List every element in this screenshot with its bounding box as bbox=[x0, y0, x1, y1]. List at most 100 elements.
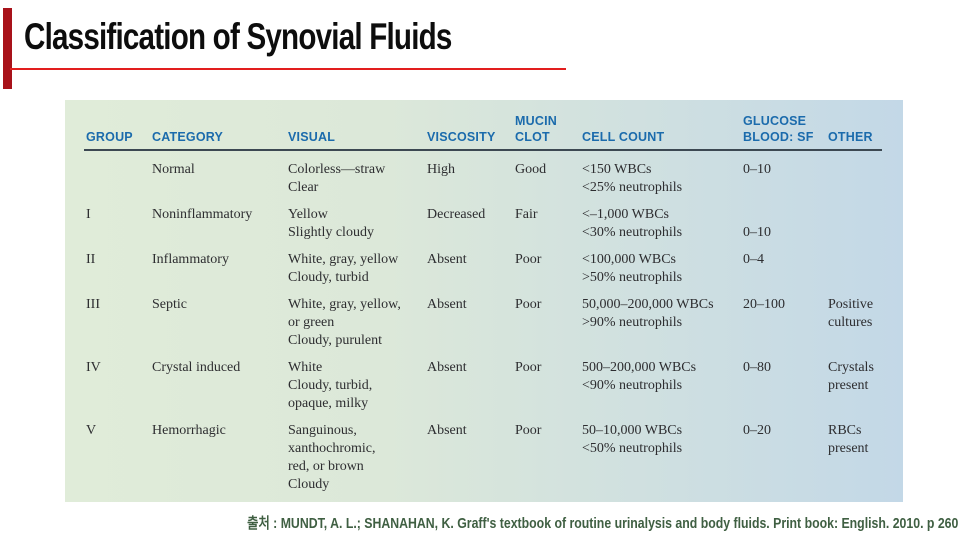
cell-glucose-blood-sf: 0–4 bbox=[743, 251, 828, 287]
accent-bar bbox=[3, 8, 12, 89]
cell-category: Crystal induced bbox=[152, 359, 288, 413]
cell-line: GLUCOSE bbox=[743, 114, 807, 128]
table-row: V Hemorrhagic Sanguinous, xanthochromic, red… bbox=[86, 422, 882, 494]
cell-line: Cloudy, turbid bbox=[288, 270, 369, 285]
title-underline bbox=[10, 68, 566, 70]
cell-line: <25% neutrophils bbox=[582, 180, 683, 195]
cell-group: IV bbox=[86, 359, 152, 413]
cell-mucin-clot: Good bbox=[515, 161, 582, 197]
cell-line: 20–100 bbox=[743, 297, 785, 312]
cell-viscosity: Absent bbox=[427, 359, 515, 413]
cell-line: Noninflammatory bbox=[152, 207, 253, 222]
cell-other: Positive cultures bbox=[828, 296, 882, 350]
cell-line: Septic bbox=[152, 297, 187, 312]
cell-line: >50% neutrophils bbox=[582, 270, 683, 285]
cell-line: Crystal induced bbox=[152, 360, 241, 375]
cell-category: Normal bbox=[152, 161, 288, 197]
cell-line: Good bbox=[515, 162, 547, 177]
table-row: IV Crystal induced White Cloudy, turbid, opa… bbox=[86, 359, 882, 413]
cell-line: <–1,000 WBCs bbox=[582, 207, 669, 222]
cell-category: Hemorrhagic bbox=[152, 422, 288, 494]
citation: 출처 : MUNDT, A. L.; SHANAHAN, K. Graff's … bbox=[246, 515, 958, 532]
cell-line: Absent bbox=[427, 423, 467, 438]
cell-line: 50–10,000 WBCs bbox=[582, 423, 683, 438]
cell-other bbox=[828, 206, 882, 242]
cell-glucose-blood-sf: 0–10 bbox=[743, 206, 828, 242]
cell-line: IV bbox=[86, 360, 101, 375]
cell-cell-count: 50–10,000 WBCs <50% neutrophils bbox=[582, 422, 743, 494]
cell-line: Colorless—straw bbox=[288, 162, 386, 177]
cell-line: 0–80 bbox=[743, 360, 771, 375]
header-cell-category: CATEGORY bbox=[152, 129, 288, 145]
cell-line: <50% neutrophils bbox=[582, 441, 683, 456]
cell-other: RBCs present bbox=[828, 422, 882, 494]
cell-cell-count: 50,000–200,000 WBCs >90% neutrophils bbox=[582, 296, 743, 350]
cell-line: II bbox=[86, 252, 96, 267]
cell-category: Septic bbox=[152, 296, 288, 350]
cell-visual: White, gray, yellow, or green Cloudy, puru… bbox=[288, 296, 427, 350]
cell-line: White, gray, yellow, bbox=[288, 297, 401, 312]
cell-line: MUCIN bbox=[515, 114, 557, 128]
cell-line: Positive bbox=[828, 297, 874, 312]
table-row: II Inflammatory White, gray, yellow Cloudy,… bbox=[86, 251, 882, 287]
cell-viscosity: Absent bbox=[427, 422, 515, 494]
cell-viscosity: Decreased bbox=[427, 206, 515, 242]
header-cell-mucin-clot: MUCIN CLOT bbox=[515, 113, 582, 145]
cell-line bbox=[86, 161, 152, 179]
cell-line: Decreased bbox=[427, 207, 486, 222]
table-row: III Septic White, gray, yellow, or green Clo… bbox=[86, 296, 882, 350]
cell-line: Normal bbox=[152, 162, 195, 177]
cell-visual: White, gray, yellow Cloudy, turbid bbox=[288, 251, 427, 287]
cell-mucin-clot: Poor bbox=[515, 251, 582, 287]
cell-line: Yellow bbox=[288, 207, 328, 222]
cell-line: 50,000–200,000 WBCs bbox=[582, 297, 714, 312]
cell-category: Inflammatory bbox=[152, 251, 288, 287]
cell-line: 0–10 bbox=[743, 162, 771, 177]
cell-viscosity: Absent bbox=[427, 296, 515, 350]
cell-visual: Sanguinous, xanthochromic, red, or brown Cl… bbox=[288, 422, 427, 494]
page-title: Classification of Synovial Fluids bbox=[24, 16, 452, 57]
cell-line: Cloudy, purulent bbox=[288, 333, 382, 348]
cell-line: 0–20 bbox=[743, 423, 771, 438]
cell-line: Absent bbox=[427, 252, 467, 267]
cell-line: GROUP bbox=[86, 130, 133, 144]
cell-visual: White Cloudy, turbid, opaque, milky bbox=[288, 359, 427, 413]
cell-line bbox=[743, 206, 828, 224]
cell-line: Slightly cloudy bbox=[288, 225, 374, 240]
synovial-fluid-table: GROUP CATEGORY VISUAL VISCOSITY MUCIN CLOT CEL… bbox=[65, 100, 903, 502]
cell-group: V bbox=[86, 422, 152, 494]
cell-glucose-blood-sf: 20–100 bbox=[743, 296, 828, 350]
cell-line: White bbox=[288, 360, 323, 375]
cell-group bbox=[86, 161, 152, 197]
cell-mucin-clot: Poor bbox=[515, 422, 582, 494]
cell-other: Crystals present bbox=[828, 359, 882, 413]
cell-line: OTHER bbox=[828, 130, 873, 144]
cell-line: cultures bbox=[828, 315, 873, 330]
cell-glucose-blood-sf: 0–10 bbox=[743, 161, 828, 197]
table-row: Normal Colorless—straw Clear High Good <150 W… bbox=[86, 161, 882, 197]
cell-group: II bbox=[86, 251, 152, 287]
cell-line: CELL COUNT bbox=[582, 130, 665, 144]
cell-line: VISCOSITY bbox=[427, 130, 496, 144]
cell-viscosity: Absent bbox=[427, 251, 515, 287]
cell-group: III bbox=[86, 296, 152, 350]
cell-line: red, or brown bbox=[288, 459, 364, 474]
cell-line: Inflammatory bbox=[152, 252, 229, 267]
cell-line: Crystals bbox=[828, 360, 874, 375]
cell-line: III bbox=[86, 297, 100, 312]
cell-cell-count: 500–200,000 WBCs <90% neutrophils bbox=[582, 359, 743, 413]
cell-line: Absent bbox=[427, 297, 467, 312]
cell-line: Fair bbox=[515, 207, 538, 222]
cell-line: 500–200,000 WBCs bbox=[582, 360, 697, 375]
table-body: Normal Colorless—straw Clear High Good <150 W… bbox=[65, 151, 903, 494]
cell-viscosity: High bbox=[427, 161, 515, 197]
cell-line: Sanguinous, bbox=[288, 423, 357, 438]
cell-line: High bbox=[427, 162, 455, 177]
header-cell-visual: VISUAL bbox=[288, 129, 427, 145]
cell-cell-count: <–1,000 WBCs <30% neutrophils bbox=[582, 206, 743, 242]
cell-category: Noninflammatory bbox=[152, 206, 288, 242]
cell-line: Absent bbox=[427, 360, 467, 375]
cell-other bbox=[828, 161, 882, 197]
cell-line: I bbox=[86, 207, 91, 222]
cell-line: 0–10 bbox=[743, 225, 771, 240]
